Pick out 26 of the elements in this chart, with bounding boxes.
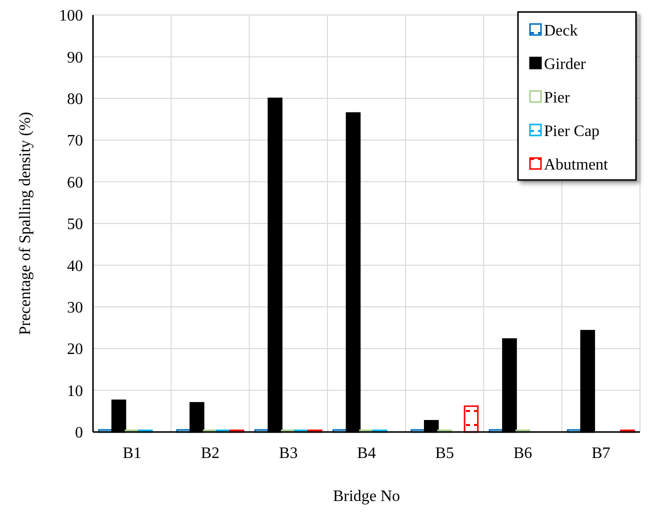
x-axis-title: Bridge No [332, 488, 400, 505]
x-tick-label: B1 [122, 445, 142, 462]
y-tick-label: 10 [67, 382, 83, 400]
bar [464, 405, 479, 433]
legend-label: Abutment [544, 156, 609, 174]
y-tick-label: 90 [67, 49, 83, 66]
legend-label: Girder [544, 56, 586, 74]
legend-label: Pier Cap [544, 123, 600, 140]
x-tick-label: B6 [513, 445, 532, 462]
y-tick-label: 50 [67, 216, 83, 234]
y-tick-label: 30 [67, 300, 83, 316]
y-tick-label: 100 [59, 8, 83, 25]
y-tick-label: 20 [67, 341, 83, 358]
legend-label: Pier [544, 90, 570, 107]
y-tick-label: 0 [75, 424, 83, 442]
x-tick-label: B5 [435, 445, 454, 462]
x-tick-label: B2 [200, 445, 220, 462]
x-tick-label: B4 [357, 445, 376, 462]
y-tick-label: 60 [67, 174, 83, 192]
x-tick-label: B3 [279, 445, 298, 462]
y-tick-label: 80 [67, 91, 83, 108]
y-tick-label: 40 [67, 258, 83, 275]
y-axis-title: Precentage of Spalling density (%) [17, 112, 34, 336]
x-tick-label: B7 [592, 445, 610, 462]
y-tick-label: 70 [67, 132, 83, 150]
legend-label: Deck [544, 22, 578, 40]
